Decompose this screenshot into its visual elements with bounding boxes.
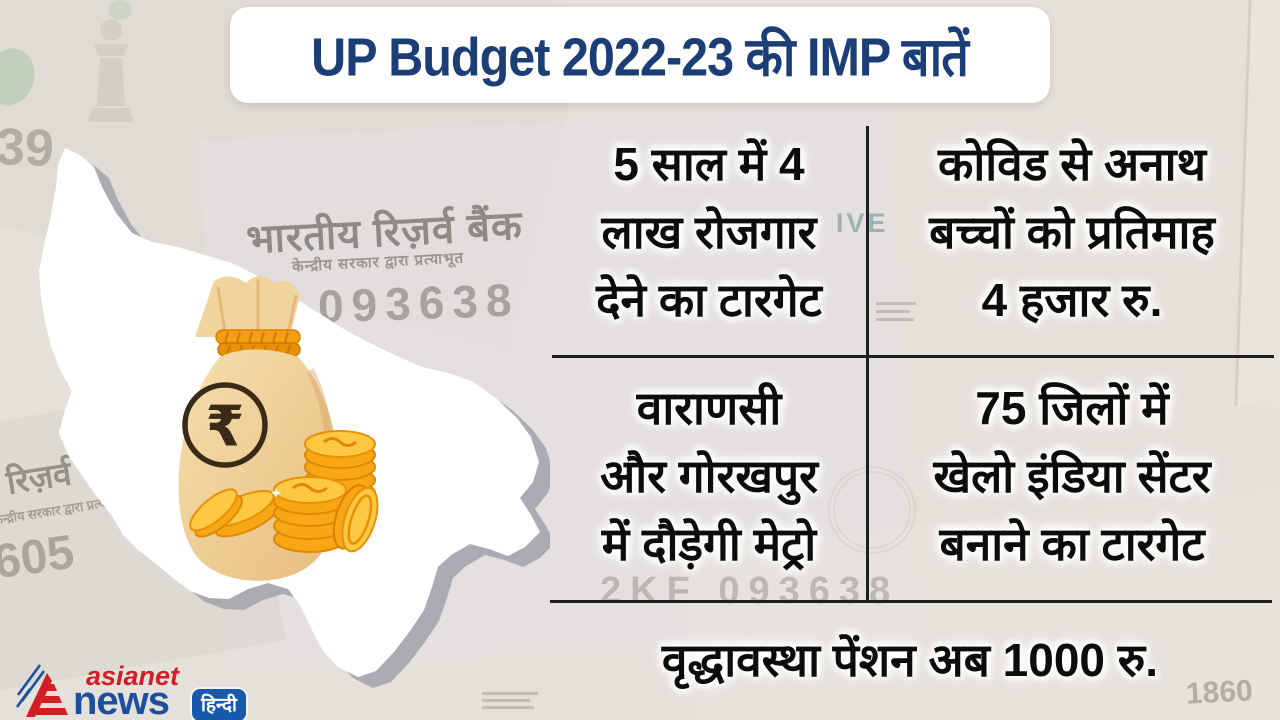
title-banner: UP Budget 2022-23 की IMP बातें	[230, 7, 1050, 103]
asianet-triangle-icon	[16, 664, 68, 717]
note-five-fragment: IVE	[836, 208, 889, 238]
fact-old-age-pension: वृद्धावस्था पेंशन अब 1000 रु.	[661, 634, 1159, 686]
fine-print-smudge	[482, 699, 530, 702]
rupee-circle	[182, 382, 268, 468]
asianet-news-logo: asianet news हिन्दी	[16, 645, 266, 720]
page-title: UP Budget 2022-23 की IMP बातें	[311, 26, 970, 88]
grid-divider-horizontal-bottom	[550, 600, 1272, 603]
fact-employment-target: 5 साल में 4 लाख रोजगार देने का टारगेट	[596, 138, 822, 327]
grid-divider-vertical	[866, 126, 869, 603]
note-seal-watermark	[828, 466, 916, 554]
note-serial-bottom: 2KF 093638	[600, 570, 900, 612]
fine-print-smudge	[876, 302, 916, 305]
logo-hindi-badge: हिन्दी	[192, 689, 246, 720]
up-map-money-graphic: ₹	[39, 148, 540, 677]
rupee-symbol: ₹	[206, 395, 245, 460]
logo-product-text: news	[73, 679, 170, 720]
fine-print-smudge	[876, 310, 910, 313]
fine-print-smudge	[482, 706, 534, 709]
fact-covid-orphans: कोविड से अनाथ बच्चों को प्रतिमाह 4 हजार …	[929, 138, 1215, 327]
ashoka-pillar-watermark-icon	[88, 19, 134, 122]
fact-khelo-india: 75 जिलों में खेलो इंडिया सेंटर बनाने का …	[933, 382, 1211, 571]
fact-metro-cities: वाराणसी और गोरखपुर में दौड़ेगी मेट्रो	[600, 382, 818, 571]
grid-divider-horizontal-top	[552, 355, 1274, 358]
logo-brand-text: asianet	[86, 661, 180, 691]
gold-coins-icon	[189, 430, 390, 562]
fine-print-smudge	[482, 692, 538, 695]
sparkle-icon	[271, 431, 390, 562]
fine-print-smudge	[876, 318, 914, 321]
note-green-patch	[108, 0, 132, 20]
